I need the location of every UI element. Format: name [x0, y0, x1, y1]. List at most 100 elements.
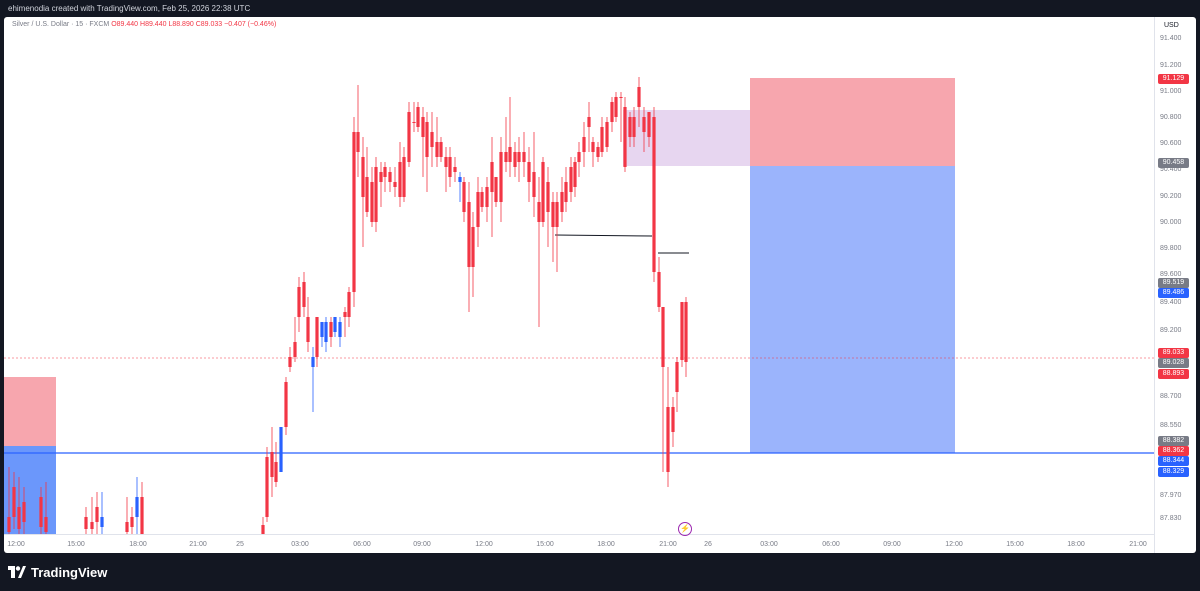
- candle-body: [596, 147, 600, 157]
- candle-body: [435, 142, 439, 157]
- lightning-icon[interactable]: ⚡: [678, 522, 692, 536]
- tradingview-logo-icon: [8, 566, 26, 578]
- price-tick-label: 90.200: [1160, 193, 1182, 200]
- candle-body: [311, 357, 315, 367]
- time-tick-label: 12:00: [475, 541, 493, 548]
- price-tick-label: 91.200: [1160, 62, 1182, 69]
- candle-body: [671, 407, 675, 432]
- candle-body: [458, 177, 462, 182]
- candle-body: [374, 167, 378, 222]
- candle-body: [560, 192, 564, 212]
- left-loss-zone: [4, 377, 56, 446]
- candle-body: [333, 317, 337, 332]
- supply-zone[interactable]: [623, 110, 750, 166]
- close-value: C89.033: [195, 21, 223, 28]
- candle-body: [402, 157, 406, 197]
- price-tick-label: 90.800: [1160, 114, 1182, 121]
- time-tick-label: 26: [704, 541, 712, 548]
- candle-body: [632, 117, 636, 137]
- candle-body: [293, 342, 297, 357]
- candle-body: [407, 112, 411, 162]
- price-chart[interactable]: [4, 17, 1154, 534]
- candle-body: [537, 202, 541, 222]
- candle-body: [135, 497, 139, 517]
- candle-body: [637, 87, 641, 107]
- candle-body: [365, 177, 369, 212]
- candle-body: [430, 132, 434, 147]
- header-bar: ehimenodia created with TradingView.com,…: [0, 0, 1200, 17]
- candle-body: [647, 112, 651, 137]
- candle-body: [140, 497, 144, 534]
- price-tick-label: 91.000: [1160, 88, 1182, 95]
- candle-body: [522, 152, 526, 162]
- time-tick-label: 21:00: [189, 541, 207, 548]
- candle-body: [444, 157, 448, 167]
- candle-body: [605, 122, 609, 147]
- candle-body: [383, 167, 387, 177]
- candle-body: [306, 317, 310, 342]
- drawn-level-line[interactable]: [554, 234, 653, 237]
- candle-body: [352, 132, 356, 292]
- time-tick-label: 03:00: [291, 541, 309, 548]
- candle-body: [564, 182, 568, 202]
- candle-body: [125, 522, 129, 532]
- price-tick-label: 88.700: [1160, 393, 1182, 400]
- candle-body: [448, 157, 452, 177]
- time-tick-label: 06:00: [822, 541, 840, 548]
- candle-body: [499, 152, 503, 202]
- candle-body: [591, 142, 595, 152]
- candle-body: [416, 107, 420, 127]
- price-tick-label: 89.200: [1160, 327, 1182, 334]
- candlestick-series: [7, 77, 688, 534]
- candle-body: [22, 502, 26, 522]
- time-tick-label: 18:00: [129, 541, 147, 548]
- candle-body: [274, 462, 278, 482]
- time-tick-label: 25: [236, 541, 244, 548]
- chart-legend: Silver / U.S. Dollar · 15 · FXCM O89.440…: [12, 21, 276, 28]
- candle-body: [569, 167, 573, 192]
- candle-body: [284, 382, 288, 427]
- candle-body: [84, 517, 88, 529]
- time-tick-label: 09:00: [413, 541, 431, 548]
- chart-panel[interactable]: Silver / U.S. Dollar · 15 · FXCM O89.440…: [4, 17, 1196, 553]
- position-stop-zone[interactable]: [750, 78, 955, 166]
- symbol-label[interactable]: Silver / U.S. Dollar · 15 · FXCM: [12, 21, 110, 28]
- candle-body: [338, 322, 342, 337]
- price-badge: 88.382: [1158, 436, 1189, 446]
- candle-body: [508, 147, 512, 162]
- candle-body: [439, 142, 443, 157]
- left-profit-zone: [4, 446, 56, 534]
- time-tick-label: 15:00: [1006, 541, 1024, 548]
- price-tick-label: 87.970: [1160, 492, 1182, 499]
- candle-body: [680, 302, 684, 360]
- credit-text: ehimenodia created with TradingView.com,…: [8, 4, 251, 13]
- price-badge: 89.028: [1158, 358, 1189, 368]
- candle-body: [453, 167, 457, 172]
- candle-body: [577, 152, 581, 162]
- price-badge: 88.362: [1158, 446, 1189, 456]
- candle-body: [398, 162, 402, 197]
- time-tick-label: 15:00: [536, 541, 554, 548]
- candle-body: [628, 117, 632, 137]
- tradingview-logo[interactable]: TradingView: [8, 565, 107, 580]
- high-value: H89.440: [140, 21, 167, 28]
- candle-body: [494, 177, 498, 202]
- candle-body: [532, 172, 536, 197]
- candle-body: [623, 107, 627, 167]
- candle-body: [329, 322, 333, 337]
- candle-body: [393, 182, 397, 187]
- time-tick-label: 21:00: [1129, 541, 1147, 548]
- candle-body: [315, 317, 319, 357]
- price-tick-label: 90.000: [1160, 219, 1182, 226]
- candle-body: [666, 407, 670, 472]
- position-target-zone[interactable]: [750, 166, 955, 453]
- candle-body: [302, 282, 306, 307]
- candle-body: [7, 517, 11, 532]
- currency-label[interactable]: USD: [1164, 22, 1179, 29]
- footer-bar: TradingView: [0, 553, 1200, 591]
- candle-body: [425, 122, 429, 157]
- candle-body: [587, 117, 591, 127]
- candle-body: [582, 137, 586, 152]
- price-badge: 88.893: [1158, 369, 1189, 379]
